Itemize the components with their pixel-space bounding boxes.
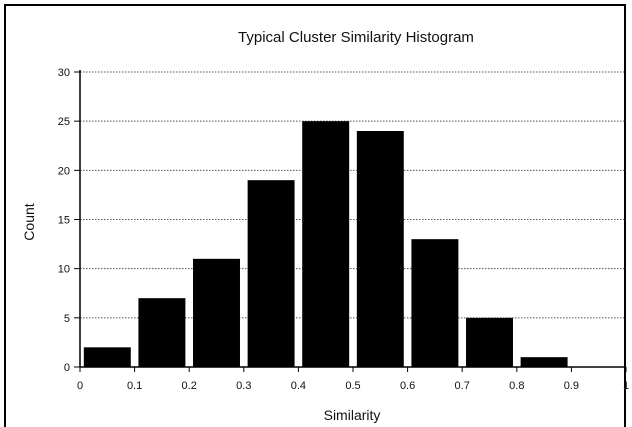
x-tick-label-2: 0.2 <box>182 380 197 392</box>
bar-1 <box>138 298 186 367</box>
bar-7 <box>466 317 513 367</box>
x-tick-label-10: 1 <box>623 380 629 392</box>
x-tick-label-7: 0.7 <box>455 380 470 392</box>
bar-5 <box>356 131 404 367</box>
y-tick-label-6: 30 <box>58 67 70 79</box>
y-axis-label: Count <box>21 203 37 240</box>
grid-lines <box>80 71 626 319</box>
x-tick-label-8: 0.8 <box>509 380 524 392</box>
x-tick-label-9: 0.9 <box>564 380 579 392</box>
x-tick-label-5: 0.5 <box>345 380 360 392</box>
bars <box>83 121 568 368</box>
y-tick-label-3: 15 <box>58 215 70 227</box>
y-tick-label-4: 20 <box>58 165 70 177</box>
chart-title: Typical Cluster Similarity Histogram <box>238 29 474 46</box>
x-tick-labels: 0 0.1 0.2 0.3 0.4 0.5 0.6 0.7 0.8 0.9 1 <box>77 380 629 392</box>
x-tick-label-6: 0.6 <box>400 380 415 392</box>
y-tick-labels: 0 5 10 15 20 25 30 <box>58 67 70 374</box>
y-tick-label-0: 0 <box>64 362 70 374</box>
bar-4 <box>302 121 350 368</box>
y-tick-label-2: 10 <box>58 264 70 276</box>
x-tick-label-4: 0.4 <box>291 380 306 392</box>
bar-3 <box>247 180 295 367</box>
y-tick-label-1: 5 <box>64 313 70 325</box>
x-axis-label: Similarity <box>324 407 381 423</box>
x-tick-label-1: 0.1 <box>127 380 142 392</box>
x-tick-label-0: 0 <box>77 380 83 392</box>
x-tick-label-3: 0.3 <box>236 380 251 392</box>
bar-8 <box>520 357 568 367</box>
bar-0 <box>83 347 131 367</box>
axes <box>74 70 627 372</box>
y-tick-label-5: 25 <box>58 116 70 128</box>
bar-6 <box>411 239 459 367</box>
bar-2 <box>193 258 240 367</box>
